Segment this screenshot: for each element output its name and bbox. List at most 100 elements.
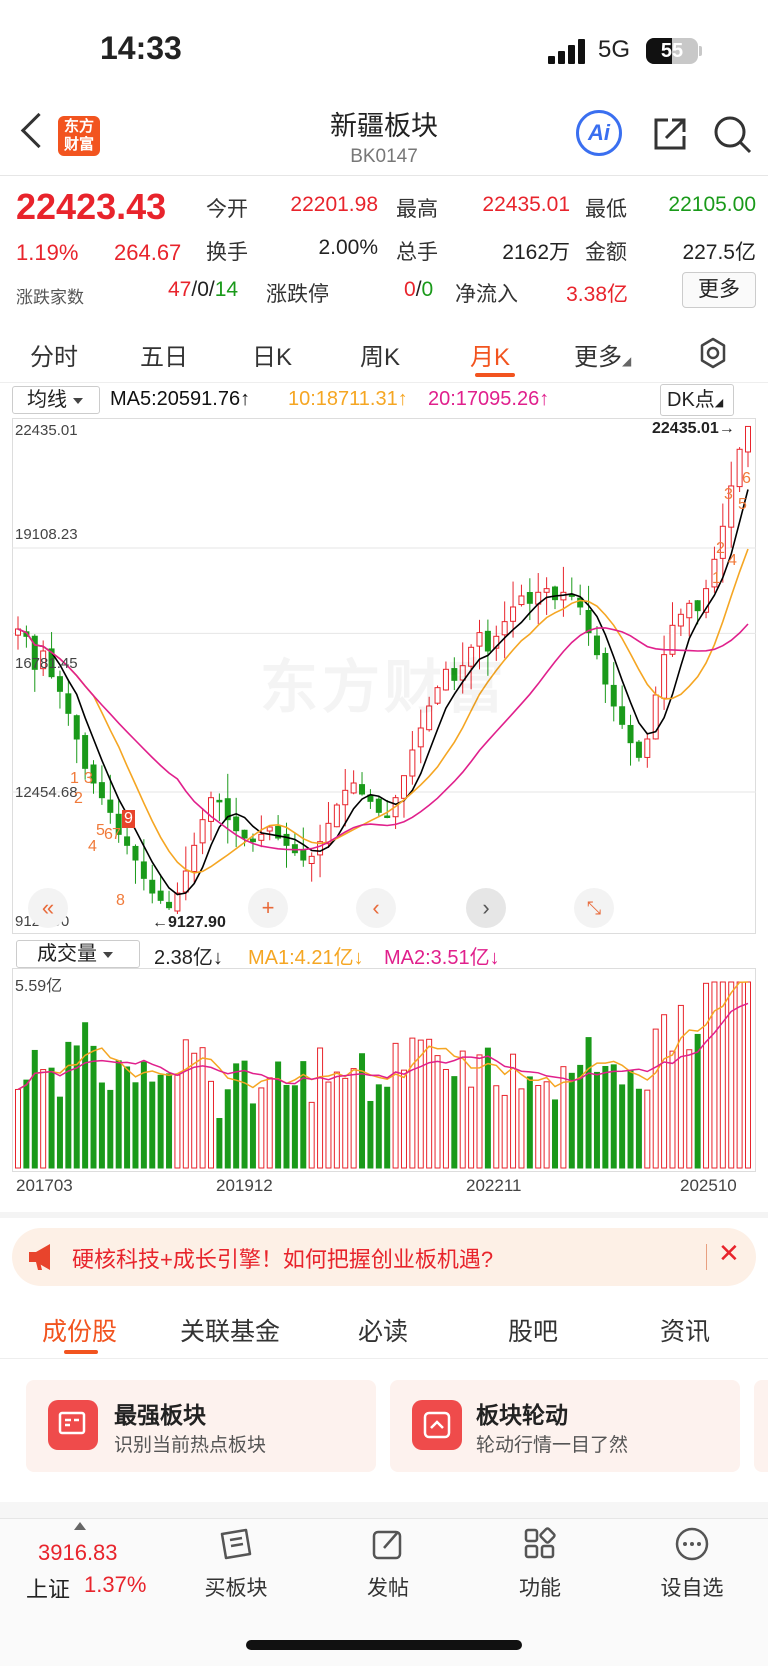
volume-bar — [560, 1066, 567, 1169]
candle-body — [333, 804, 340, 828]
sector-rotation-icon — [412, 1400, 462, 1450]
candle-body — [644, 738, 651, 758]
volume-bar — [375, 1084, 382, 1169]
scroll-right-button[interactable]: › — [466, 888, 506, 928]
candle-body — [442, 668, 449, 691]
active-tab-indicator — [475, 373, 515, 377]
tab-more-periods[interactable]: 更多◢ — [574, 344, 632, 371]
ai-button[interactable]: Ai — [576, 110, 622, 156]
nav-functions[interactable]: 功能 — [519, 1577, 561, 1600]
tab-related-funds[interactable]: 关联基金 — [180, 1318, 281, 1346]
more-quote-button[interactable]: 更多 — [682, 272, 756, 308]
volume-bar — [191, 1052, 198, 1169]
seq-mark: 5 — [96, 822, 105, 839]
candle-body — [417, 727, 424, 748]
fullscreen-button[interactable]: ⤡ — [574, 888, 614, 928]
candle-body — [568, 594, 575, 597]
candle-body — [140, 861, 147, 879]
functions-icon[interactable] — [522, 1526, 558, 1562]
nav-post[interactable]: 发帖 — [367, 1577, 409, 1600]
candle-body — [233, 816, 240, 832]
volume-bar — [233, 1063, 240, 1169]
buy-sector-icon[interactable] — [216, 1526, 256, 1562]
index-value[interactable]: 3916.83 — [38, 1540, 118, 1565]
share-icon[interactable] — [650, 114, 690, 154]
tab-weekly-k[interactable]: 周K — [360, 344, 401, 371]
seq-mark: 2 — [716, 540, 725, 557]
candle-body — [585, 609, 592, 634]
sector-code: BK0147 — [350, 146, 418, 167]
volume-bar — [652, 1028, 659, 1169]
index-name[interactable]: 上证 — [26, 1577, 71, 1602]
volume-bar — [577, 1064, 584, 1169]
app-logo: 东方财富 — [58, 116, 100, 156]
tab-daily-k[interactable]: 日K — [252, 344, 293, 371]
tab-news[interactable]: 资讯 — [660, 1318, 711, 1346]
seq-mark: 3 — [84, 770, 93, 787]
tab-constituents[interactable]: 成份股 — [42, 1318, 118, 1346]
post-icon[interactable] — [370, 1526, 406, 1562]
candle-body — [677, 613, 684, 627]
tab-forum[interactable]: 股吧 — [508, 1318, 559, 1346]
scroll-left-button[interactable]: ‹ — [356, 888, 396, 928]
amount-label: 金额 — [585, 241, 627, 264]
candle-body — [241, 829, 248, 839]
index-change[interactable]: 1.37% — [84, 1572, 147, 1597]
volume-bar — [669, 1050, 676, 1169]
nav-buy-sector[interactable]: 买板块 — [204, 1577, 268, 1600]
volume-bar — [535, 1085, 542, 1169]
volume-bar — [635, 1088, 642, 1169]
seq-mark: 3 — [724, 486, 733, 503]
candle-body — [602, 652, 609, 685]
tab-must-read[interactable]: 必读 — [358, 1318, 409, 1346]
candle-body — [711, 558, 718, 588]
add-watchlist-icon[interactable] — [674, 1526, 710, 1562]
volume-bar — [585, 1037, 592, 1169]
card-desc: 识别当前热点板块 — [114, 1435, 267, 1456]
volume-max-label: 5.59亿 — [15, 978, 63, 995]
dk-point-button[interactable]: DK点◢ — [660, 384, 734, 416]
candle-body — [216, 799, 223, 803]
nav-add-watchlist[interactable]: 设自选 — [660, 1577, 724, 1600]
indicator-select[interactable]: 均线 — [12, 386, 100, 414]
price-chart[interactable] — [12, 418, 756, 934]
candle-body — [73, 715, 80, 740]
volume-bar — [568, 1072, 575, 1169]
open-label: 今开 — [206, 198, 248, 221]
seq-mark: 8 — [116, 892, 125, 909]
ma10-label: 10:18711.31↑ — [288, 388, 408, 410]
divider — [0, 1358, 768, 1359]
volume-bar — [258, 1087, 265, 1169]
volume-chart[interactable] — [12, 968, 756, 1172]
candle-body — [266, 826, 273, 832]
volume-bar — [207, 1080, 214, 1169]
volume-ma2: MA2:3.51亿↓ — [384, 947, 500, 969]
volume-bar — [459, 1050, 466, 1169]
tab-intraday[interactable]: 分时 — [30, 344, 78, 371]
volume-indicator-select[interactable]: 成交量 — [16, 940, 140, 968]
tab-monthly-k[interactable]: 月K — [470, 344, 511, 371]
divider — [0, 382, 768, 383]
rotation-card-icon — [423, 1411, 451, 1439]
zoom-out-button[interactable]: « — [28, 888, 68, 928]
ma20-label: 20:17095.26↑ — [428, 388, 550, 410]
volume-bar — [384, 1086, 391, 1169]
volume-bar — [182, 1039, 189, 1169]
banner-text[interactable]: 硬核科技+成长引擎！如何把握创业板机遇? — [72, 1247, 494, 1272]
zoom-in-button[interactable]: + — [248, 888, 288, 928]
volume-bar — [174, 1074, 181, 1169]
candle-body — [510, 606, 517, 622]
volume-bar — [249, 1103, 256, 1169]
search-icon[interactable] — [712, 114, 754, 156]
volume-bar — [619, 1084, 626, 1169]
seq-mark: 7 — [112, 826, 121, 843]
strongest-sector-icon — [48, 1400, 98, 1450]
candle-body — [40, 650, 47, 670]
low-label: 最低 — [585, 198, 627, 221]
tab-five-day[interactable]: 五日 — [140, 344, 188, 371]
volume-bar — [31, 1049, 38, 1169]
close-icon[interactable]: ✕ — [718, 1238, 740, 1268]
promo-banner[interactable] — [12, 1228, 756, 1286]
settings-icon[interactable] — [696, 336, 730, 370]
volume-bar — [325, 1081, 332, 1169]
